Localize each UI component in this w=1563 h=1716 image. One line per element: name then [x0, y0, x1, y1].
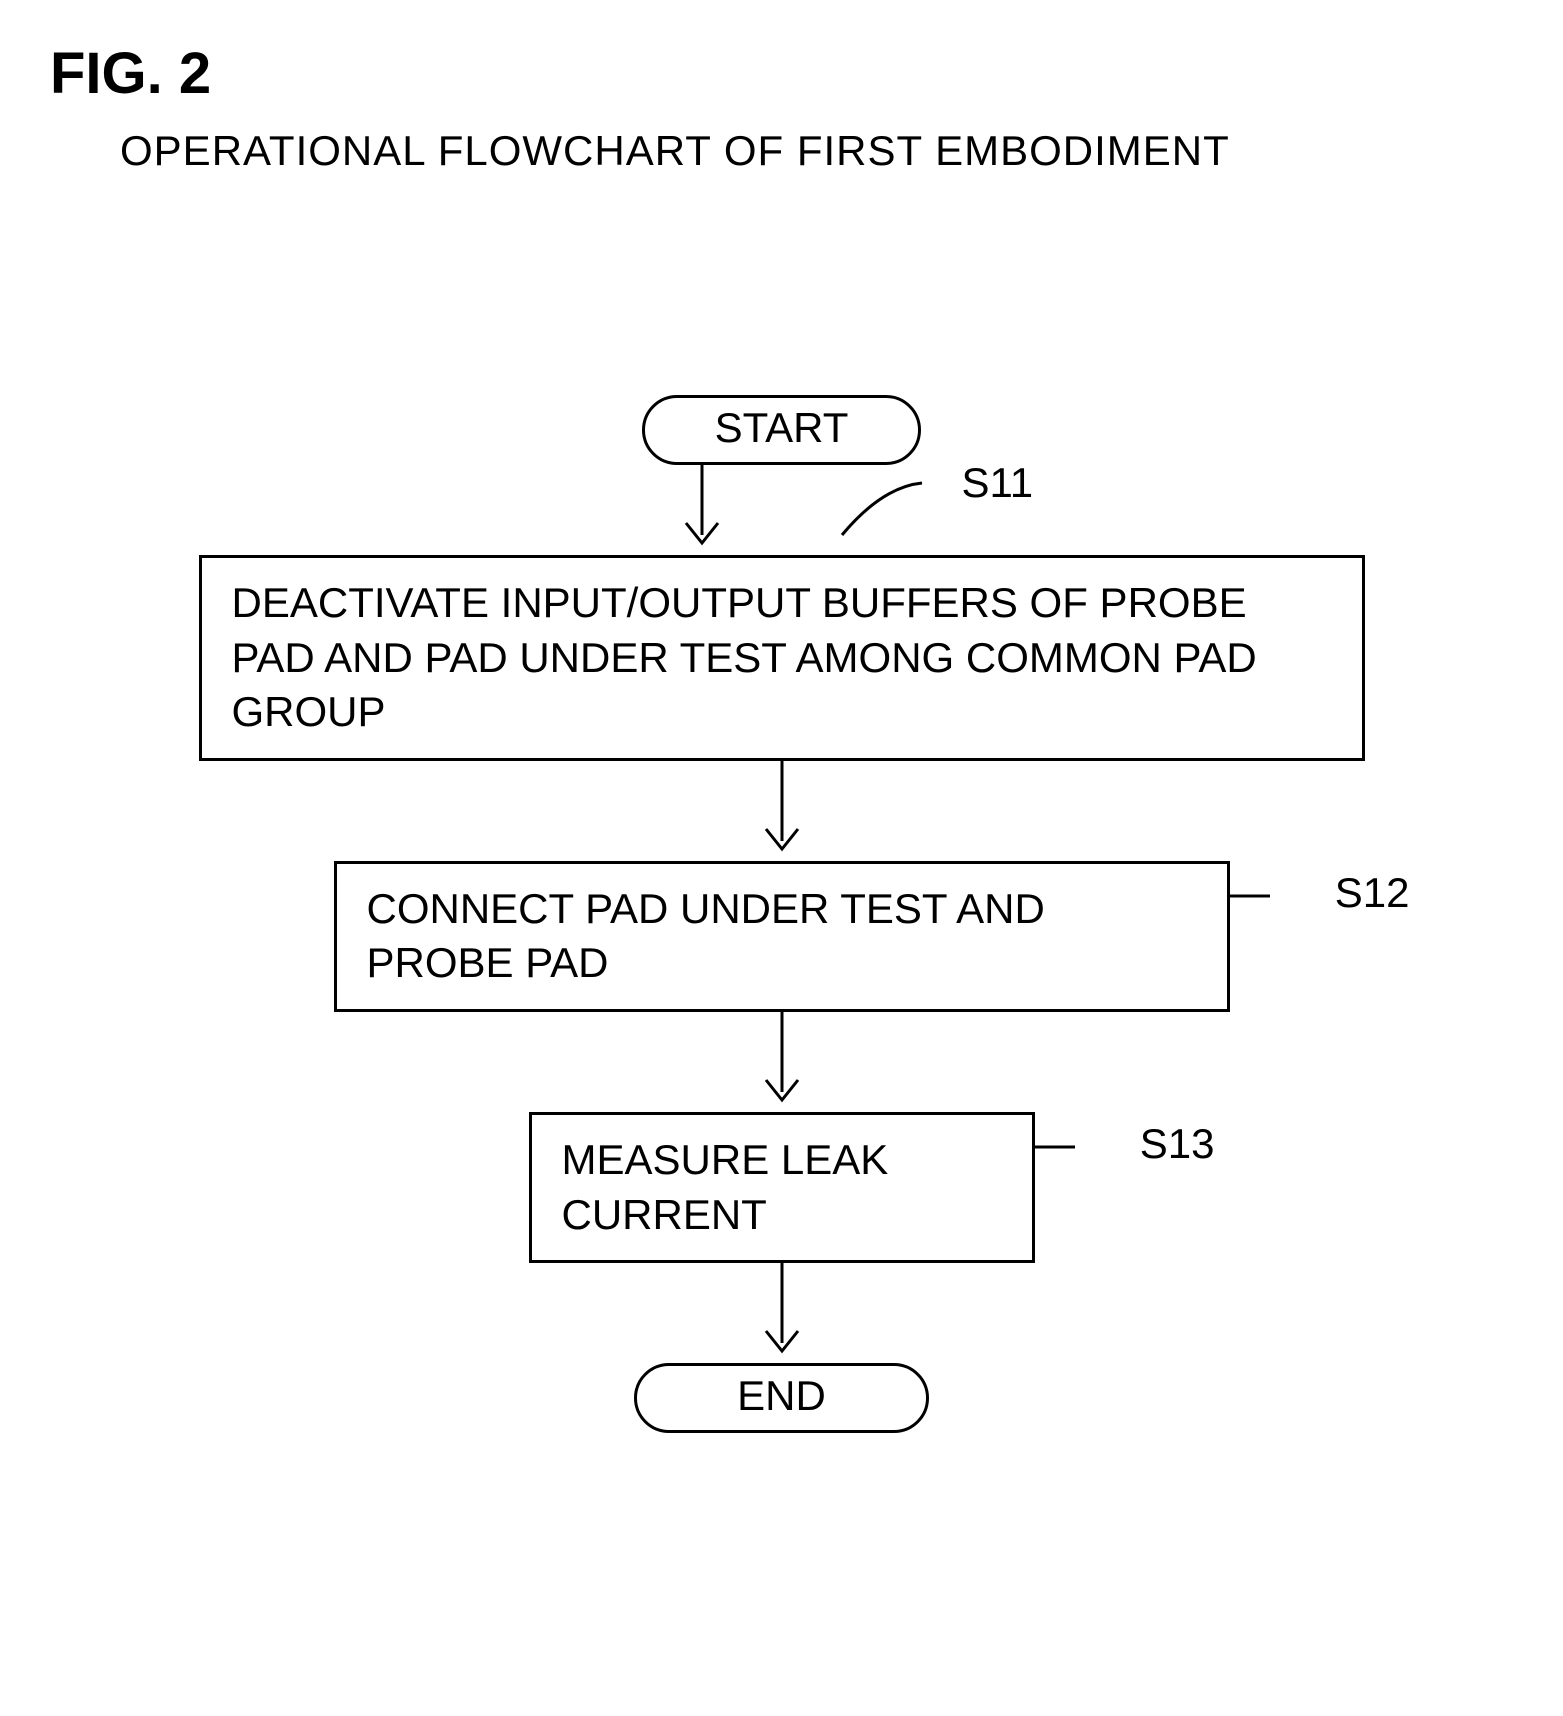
arrow-s12-to-s13	[762, 1012, 802, 1112]
arrow-s13-to-end	[762, 1263, 802, 1363]
start-terminator: START	[642, 395, 922, 465]
process-s11: DEACTIVATE INPUT/OUTPUT BUFFERS OF PROBE…	[199, 555, 1365, 761]
figure-label: FIG. 2	[50, 40, 1523, 107]
step-label-s13: S13	[1140, 1120, 1215, 1168]
flowchart: START S11 DEACTIVATE INPUT/OUTPUT BUFFER…	[40, 395, 1523, 1433]
arrow-start-to-s11	[582, 465, 982, 555]
step-label-s12: S12	[1335, 869, 1410, 917]
step-label-s11: S11	[962, 459, 1034, 507]
tick-s13	[1035, 1142, 1095, 1152]
process-s13: MEASURE LEAK CURRENT	[529, 1112, 1035, 1263]
end-terminator: END	[634, 1363, 929, 1433]
subtitle: OPERATIONAL FLOWCHART OF FIRST EMBODIMEN…	[120, 127, 1523, 175]
arrow-s11-to-s12	[762, 761, 802, 861]
process-s12: CONNECT PAD UNDER TEST AND PROBE PAD	[334, 861, 1230, 1012]
tick-s12	[1230, 891, 1290, 901]
